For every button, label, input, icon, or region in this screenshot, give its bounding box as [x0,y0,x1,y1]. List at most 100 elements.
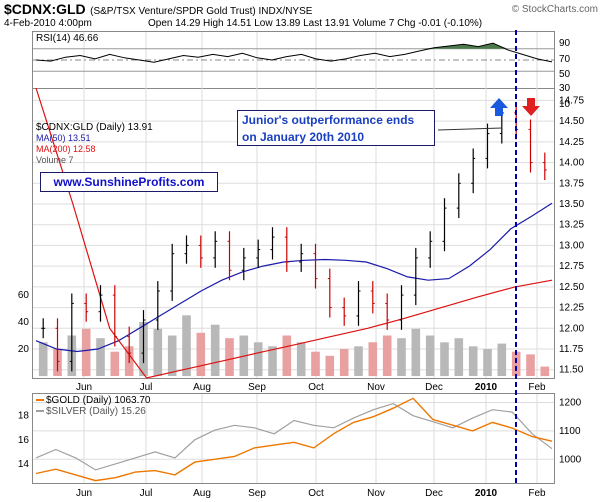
price-tick-label: 12.25 [559,303,584,314]
silver-legend-label: $SILVER (Daily) 15.26 [46,406,146,417]
gold-legend-swatch [36,399,44,402]
volume-bar [454,338,464,376]
x-axis-month-label: Aug [193,382,211,393]
rsi-tick-label: 50 [559,69,571,80]
rsi-tick-label: 10 [559,99,571,110]
x-axis-month-label-lower: Jun [76,488,92,499]
x-axis-month-label-lower: Nov [367,488,385,499]
volume-bar [354,346,363,376]
x-axis-month-label: Jul [140,382,153,393]
watermark: © StockCharts.com [511,4,598,15]
volume-tick-label: 40 [18,317,30,328]
silver-tick-label: 14 [18,459,30,470]
chart-title: $CDNX:GLD (S&P/TSX Venture/SPDR Gold Tru… [4,1,312,19]
x-axis-month-label-lower: Aug [193,488,211,499]
volume-bar [325,355,335,377]
price-tick-label: 13.00 [559,240,584,251]
volume-bar [196,332,206,376]
volume-bar [110,351,120,376]
price-tick-label: 11.75 [559,344,584,355]
lower-panel-frame [32,393,555,484]
volume-bar [411,328,421,377]
rsi-line [35,42,553,63]
volume-bar [182,315,191,377]
rsi-legend: RSI(14) 46.66 [36,33,99,44]
gold-tick-label: 1200 [559,398,582,409]
volume-bar [397,338,406,376]
silver-tick-label: 16 [18,435,30,446]
price-tick-label: 14.25 [559,137,584,148]
ma200-line [35,87,553,379]
volume-bar [440,342,449,377]
down-arrow-icon [522,98,540,116]
volume-bar [425,335,435,376]
x-axis-month-label-lower: Sep [248,488,266,499]
volume-bar [540,366,550,377]
volume-bar [210,324,220,376]
volume-bar [81,328,91,377]
gold-line [35,397,553,482]
x-axis-month-label: Feb [528,382,546,393]
volume-bar [382,335,392,376]
price-tick-label: 14.00 [559,158,584,169]
x-axis-month-label-lower: Feb [528,488,546,499]
quote-line: Open 14.29 High 14.51 Low 13.89 Last 13.… [148,18,483,29]
symbol-label: $CDNX:GLD [4,1,86,17]
volume-bar [311,351,320,376]
volume-tick-label: 20 [18,344,30,355]
price-tick-label: 14.75 [559,95,584,106]
annotation-line-1: Junior's outperformance ends [242,113,415,127]
volume-bar [225,338,234,376]
silver-legend-swatch [36,410,44,413]
ma50-line [35,202,553,353]
volume-bar [483,349,492,376]
price-tick-label: 13.75 [559,178,584,189]
legend-ma50: MA(50) 13.51 [36,133,91,143]
legend-ma200: MA(200) 12.58 [36,144,96,154]
volume-bar [511,351,521,376]
rsi-tick-label: 70 [559,54,571,65]
volume-bar [296,342,306,377]
rsi-tick-label: 90 [559,38,571,49]
lower-legend: $GOLD (Daily) 1063.70 $SILVER (Daily) 15… [36,395,151,417]
volume-bar [253,342,263,377]
volume-bar [368,342,378,377]
volume-bar [526,354,535,376]
price-tick-label: 14.50 [559,116,584,127]
price-tick-label: 13.25 [559,220,584,231]
price-tick-label: 12.75 [559,261,584,272]
legend-silver: $SILVER (Daily) 15.26 [36,406,151,417]
volume-bar [268,346,277,376]
x-axis-month-label: Nov [367,382,385,393]
price-legend: $CDNX:GLD (Daily) 13.91 MA(50) 13.51 MA(… [36,122,153,166]
x-axis-month-label: 2010 [475,382,498,393]
gold-tick-label: 1100 [559,426,581,437]
silver-line [35,402,553,471]
x-axis-month-label-lower: Jul [140,488,153,499]
volume-bar [468,346,478,376]
volume-bar [497,343,507,376]
volume-bar [96,338,105,376]
volume-tick-label: 60 [18,290,30,301]
x-axis-month-label-lower: Oct [308,488,324,499]
legend-symbol: $CDNX:GLD (Daily) 13.91 [36,122,153,133]
description-label: (S&P/TSX Venture/SPDR Gold Trust) INDX/N… [90,6,313,17]
legend-volume: Volume 7 [36,155,74,165]
gold-legend-label: $GOLD (Daily) 1063.70 [46,395,151,406]
legend-gold: $GOLD (Daily) 1063.70 [36,395,151,406]
volume-bar [339,349,349,376]
gold-tick-label: 1000 [559,454,582,465]
price-tick-label: 11.50 [559,365,584,376]
x-axis-month-label-lower: 2010 [475,488,498,499]
price-tick-label: 12.00 [559,323,584,334]
silver-tick-label: 18 [18,411,30,422]
x-axis-month-label: Dec [425,382,443,393]
x-axis-month-label: Oct [308,382,324,393]
volume-bar [38,342,48,377]
date-label: 4-Feb-2010 4:00pm [4,18,92,29]
annotation-leader [437,127,503,131]
rsi-tick-label: 30 [559,83,571,94]
annotation-callout: Junior's outperformance ends on January … [237,110,435,146]
